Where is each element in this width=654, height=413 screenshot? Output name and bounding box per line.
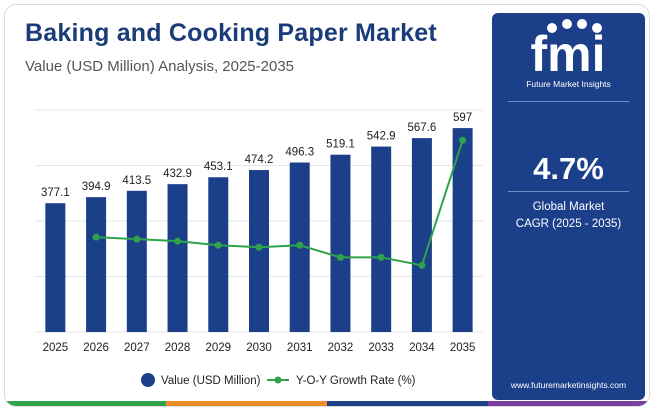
x-tick-label: 2025 <box>43 342 69 354</box>
fmi-logo-icon: fmi <box>531 19 606 82</box>
chart-card: Baking and Cooking Paper Market Value (U… <box>4 4 650 407</box>
bar <box>45 203 66 332</box>
panel-divider <box>508 101 629 102</box>
bar <box>371 146 392 332</box>
bar <box>86 197 107 332</box>
panel-divider-2 <box>508 191 629 192</box>
bar <box>249 170 269 332</box>
growth-point <box>459 136 467 144</box>
bar <box>452 128 473 332</box>
info-panel: fmi Future Market Insights 4.7% Global M… <box>492 13 645 400</box>
bar <box>330 154 351 332</box>
legend-line-label: Y-O-Y Growth Rate (%) <box>296 375 416 387</box>
growth-line <box>96 139 464 267</box>
x-tick-label: 2031 <box>287 342 313 354</box>
chart-subtitle: Value (USD Million) Analysis, 2025-2035 <box>25 58 295 75</box>
x-tick-label: 2033 <box>368 342 394 354</box>
bar-value-label: 519.1 <box>326 139 355 151</box>
growth-point <box>418 261 426 269</box>
growth-point <box>296 241 304 249</box>
x-tick-label: 2026 <box>83 342 109 354</box>
bar-value-label: 413.5 <box>122 175 151 187</box>
bar <box>167 184 188 332</box>
cagr-label-line2: CAGR (2025 - 2035) <box>515 218 622 230</box>
growth-point <box>336 253 344 261</box>
bottom-bar-segment-3 <box>327 401 488 406</box>
x-tick-label: 2030 <box>246 342 272 354</box>
bottom-color-bar <box>5 401 649 406</box>
x-tick-label: 2034 <box>409 342 435 354</box>
growth-point <box>214 241 222 249</box>
legend-bar-label: Value (USD Million) <box>161 375 261 387</box>
chart-plot: 377.1 2025 394.9 2026 413.5 2027 432.9 2028 453.… <box>35 109 483 387</box>
growth-point <box>92 233 100 241</box>
cagr-label-line1: Global Market <box>532 201 605 213</box>
bottom-bar-segment-2 <box>166 401 327 406</box>
bar-value-label: 567.6 <box>408 122 437 134</box>
x-tick-label: 2027 <box>124 342 150 354</box>
bar <box>411 138 432 332</box>
x-tick-label: 2032 <box>328 342 354 354</box>
growth-point <box>174 237 182 245</box>
cagr-value: 4.7% <box>533 151 604 186</box>
bar-value-label: 597 <box>453 112 472 124</box>
x-tick-label: 2035 <box>450 342 476 354</box>
bottom-bar-segment-1 <box>5 401 166 406</box>
logo-text: fmi <box>531 26 606 82</box>
growth-point <box>133 235 141 243</box>
x-tick-label: 2029 <box>205 342 231 354</box>
bar-value-label: 453.1 <box>204 161 233 173</box>
x-tick-label: 2028 <box>165 342 191 354</box>
growth-point <box>377 253 385 261</box>
chart-title: Baking and Cooking Paper Market <box>25 19 437 47</box>
bar <box>208 177 229 332</box>
bar-value-label: 542.9 <box>367 131 396 143</box>
bar-value-label: 394.9 <box>82 181 111 193</box>
bar <box>126 190 147 332</box>
bottom-bar-segment-4 <box>488 401 649 406</box>
legend-line-marker <box>274 376 282 384</box>
website-url[interactable]: www.futuremarketinsights.com <box>510 380 627 390</box>
legend-bar-swatch <box>141 373 155 387</box>
bar-value-label: 432.9 <box>163 168 192 180</box>
bar-value-label: 377.1 <box>41 187 70 199</box>
cagr-label: Global Market CAGR (2025 - 2035) <box>492 199 645 233</box>
growth-point <box>255 243 263 251</box>
logo-caption: Future Market Insights <box>526 79 611 89</box>
bar-value-label: 474.2 <box>245 154 274 166</box>
bar-value-label: 496.3 <box>285 146 314 158</box>
